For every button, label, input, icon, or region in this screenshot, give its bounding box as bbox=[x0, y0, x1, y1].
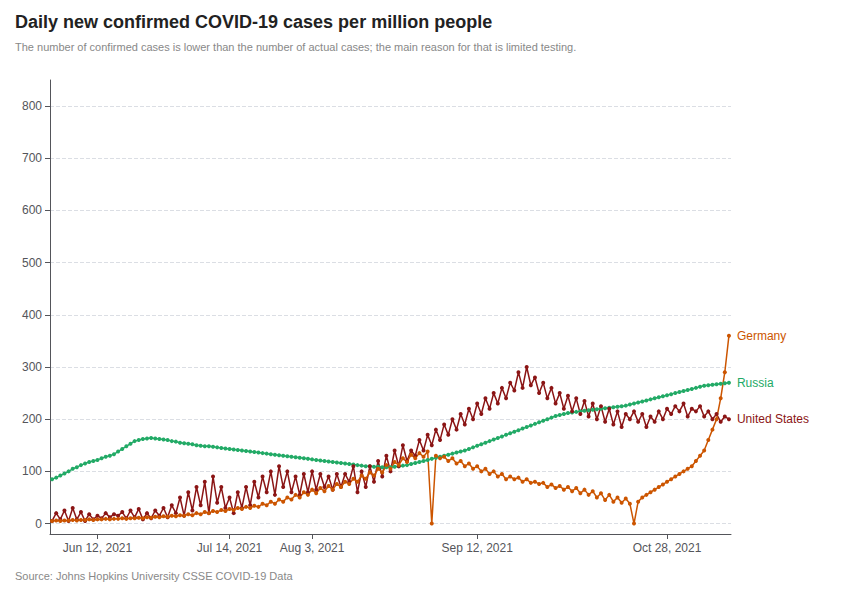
svg-text:600: 600 bbox=[22, 203, 42, 217]
svg-text:Jul 14, 2021: Jul 14, 2021 bbox=[197, 541, 263, 555]
svg-text:700: 700 bbox=[22, 151, 42, 165]
svg-text:200: 200 bbox=[22, 412, 42, 426]
svg-text:Russia: Russia bbox=[737, 376, 774, 390]
svg-text:500: 500 bbox=[22, 256, 42, 270]
svg-text:400: 400 bbox=[22, 308, 42, 322]
svg-text:Sep 12, 2021: Sep 12, 2021 bbox=[441, 541, 513, 555]
svg-text:Daily new confirmed COVID-19 c: Daily new confirmed COVID-19 cases per m… bbox=[15, 12, 492, 32]
svg-text:Jun 12, 2021: Jun 12, 2021 bbox=[63, 541, 133, 555]
svg-text:800: 800 bbox=[22, 99, 42, 113]
svg-text:Aug 3, 2021: Aug 3, 2021 bbox=[280, 541, 345, 555]
svg-text:Source: Johns Hopkins Universi: Source: Johns Hopkins University CSSE CO… bbox=[15, 570, 293, 582]
svg-text:Oct 28, 2021: Oct 28, 2021 bbox=[633, 541, 702, 555]
svg-text:The number of confirmed cases: The number of confirmed cases is lower t… bbox=[15, 41, 576, 53]
svg-text:0: 0 bbox=[35, 517, 42, 531]
svg-text:Germany: Germany bbox=[737, 329, 786, 343]
svg-text:100: 100 bbox=[22, 464, 42, 478]
svg-text:United States: United States bbox=[737, 412, 809, 426]
svg-text:300: 300 bbox=[22, 360, 42, 374]
